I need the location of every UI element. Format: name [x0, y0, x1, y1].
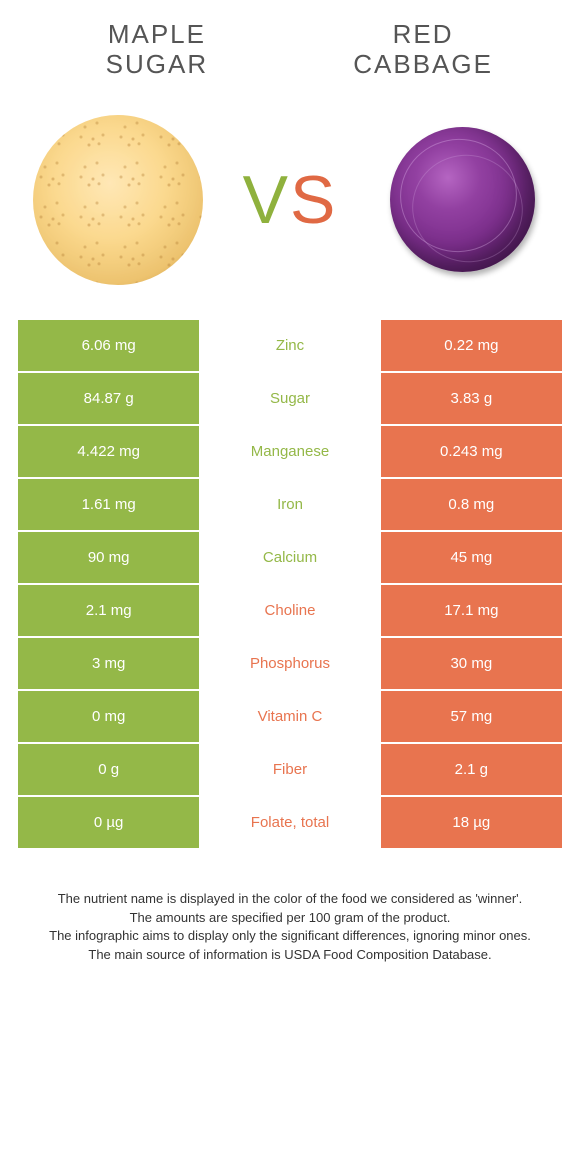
nutrient-right-value: 0.243 mg	[381, 426, 562, 477]
nutrient-right-value: 2.1 g	[381, 744, 562, 795]
red-cabbage-icon	[390, 127, 535, 272]
nutrient-left-value: 4.422 mg	[18, 426, 199, 477]
nutrient-row: 0 mgVitamin C57 mg	[18, 691, 562, 742]
nutrient-right-value: 17.1 mg	[381, 585, 562, 636]
footer-line-2: The amounts are specified per 100 gram o…	[28, 909, 552, 928]
vs-v: V	[243, 162, 290, 238]
vs-label: VS	[243, 161, 338, 239]
maple-sugar-image	[28, 110, 208, 290]
nutrient-left-value: 3 mg	[18, 638, 199, 689]
nutrient-right-value: 57 mg	[381, 691, 562, 742]
nutrient-row: 6.06 mgZinc0.22 mg	[18, 320, 562, 371]
nutrient-table: 6.06 mgZinc0.22 mg84.87 gSugar3.83 g4.42…	[18, 320, 562, 848]
nutrient-left-value: 2.1 mg	[18, 585, 199, 636]
food-left-title: MAPLE SUGAR	[48, 20, 266, 80]
nutrient-name: Choline	[199, 585, 380, 636]
nutrient-name: Phosphorus	[199, 638, 380, 689]
nutrient-row: 90 mgCalcium45 mg	[18, 532, 562, 583]
nutrient-left-value: 90 mg	[18, 532, 199, 583]
footer-line-3: The infographic aims to display only the…	[28, 927, 552, 946]
nutrient-name: Sugar	[199, 373, 380, 424]
nutrient-left-value: 0 g	[18, 744, 199, 795]
food-right-title: RED CABBAGE	[314, 20, 532, 80]
food-left-title-line1: MAPLE	[108, 19, 206, 49]
nutrient-left-value: 1.61 mg	[18, 479, 199, 530]
nutrient-name: Iron	[199, 479, 380, 530]
nutrient-name: Fiber	[199, 744, 380, 795]
nutrient-left-value: 84.87 g	[18, 373, 199, 424]
vs-s: S	[290, 162, 337, 238]
nutrient-left-value: 6.06 mg	[18, 320, 199, 371]
nutrient-row: 0 gFiber2.1 g	[18, 744, 562, 795]
footer-notes: The nutrient name is displayed in the co…	[18, 890, 562, 965]
nutrient-right-value: 0.22 mg	[381, 320, 562, 371]
header: MAPLE SUGAR RED CABBAGE	[18, 20, 562, 80]
nutrient-name: Manganese	[199, 426, 380, 477]
nutrient-right-value: 18 µg	[381, 797, 562, 848]
nutrient-name: Vitamin C	[199, 691, 380, 742]
maple-sugar-icon	[33, 115, 203, 285]
food-left-title-line2: SUGAR	[106, 49, 208, 79]
nutrient-row: 1.61 mgIron0.8 mg	[18, 479, 562, 530]
nutrient-row: 84.87 gSugar3.83 g	[18, 373, 562, 424]
footer-line-1: The nutrient name is displayed in the co…	[28, 890, 552, 909]
nutrient-left-value: 0 mg	[18, 691, 199, 742]
nutrient-right-value: 0.8 mg	[381, 479, 562, 530]
nutrient-name: Calcium	[199, 532, 380, 583]
nutrient-row: 3 mgPhosphorus30 mg	[18, 638, 562, 689]
footer-line-4: The main source of information is USDA F…	[28, 946, 552, 965]
food-right-title-line2: CABBAGE	[353, 49, 493, 79]
nutrient-row: 2.1 mgCholine17.1 mg	[18, 585, 562, 636]
nutrient-right-value: 45 mg	[381, 532, 562, 583]
nutrient-row: 4.422 mgManganese0.243 mg	[18, 426, 562, 477]
nutrient-name: Folate, total	[199, 797, 380, 848]
nutrient-right-value: 3.83 g	[381, 373, 562, 424]
red-cabbage-image	[372, 110, 552, 290]
nutrient-right-value: 30 mg	[381, 638, 562, 689]
food-right-title-line1: RED	[393, 19, 454, 49]
nutrient-left-value: 0 µg	[18, 797, 199, 848]
nutrient-name: Zinc	[199, 320, 380, 371]
nutrient-row: 0 µgFolate, total18 µg	[18, 797, 562, 848]
hero-row: VS	[18, 100, 562, 320]
